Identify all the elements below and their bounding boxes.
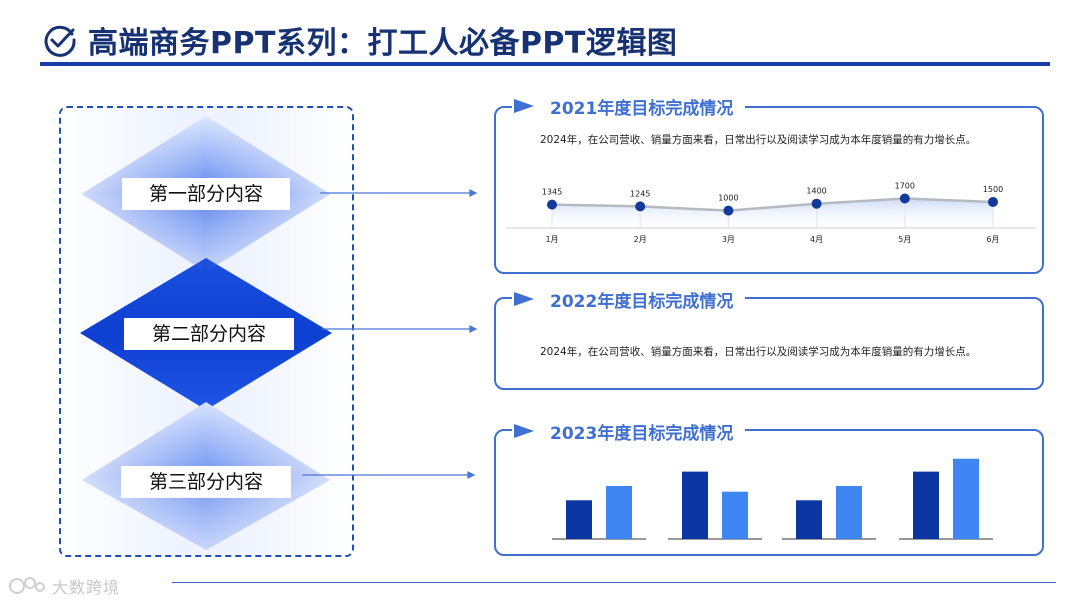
data-label: 1700 xyxy=(895,181,915,190)
card-2021-title: 2021年度目标完成情况 xyxy=(550,98,734,119)
x-tick-label: 1月 xyxy=(545,235,558,244)
watermark-text: 大数跨境 xyxy=(52,578,121,597)
card-2021-header: 2021年度目标完成情况 xyxy=(512,95,746,119)
data-point xyxy=(635,201,646,212)
title-underline xyxy=(40,62,1050,66)
data-label: 1245 xyxy=(630,189,650,198)
play-arrow-icon xyxy=(514,99,534,113)
bar xyxy=(722,491,748,539)
bar xyxy=(606,485,632,539)
bar xyxy=(796,500,822,539)
watermark: 大数跨境 xyxy=(8,574,120,598)
bar-chart-2023 xyxy=(552,458,993,540)
x-tick-label: 5月 xyxy=(898,235,911,244)
x-tick-label: 4月 xyxy=(810,235,823,244)
data-point xyxy=(988,196,998,207)
play-arrow-icon xyxy=(514,292,534,306)
line-chart-2021: 1345 1月 1245 2月 1000 3月 1400 4月 1700 5月 1500 6月 xyxy=(506,181,1036,244)
card-2021-desc: 2024年，在公司营收、销量方面来看，日常出行以及阅读学习成为本年度销量的有力增… xyxy=(540,134,977,146)
data-label: 1000 xyxy=(718,194,738,203)
bar xyxy=(566,500,592,539)
series-line xyxy=(551,197,994,212)
section-label-3: 第三部分内容 xyxy=(121,466,291,498)
data-point xyxy=(723,205,734,216)
card-2021 xyxy=(494,106,1044,274)
data-label: 1500 xyxy=(983,185,1003,194)
footer-rule xyxy=(172,582,1056,583)
check-circle-icon xyxy=(44,25,76,57)
data-label: 1400 xyxy=(806,187,826,196)
card-2022 xyxy=(494,297,1044,390)
line-area xyxy=(552,198,993,228)
x-tick-label: 3月 xyxy=(722,235,735,244)
data-point xyxy=(811,198,822,209)
watermark-logo-icon xyxy=(9,577,45,594)
data-point xyxy=(899,193,910,204)
x-tick-label: 6月 xyxy=(986,235,999,244)
card-2022-desc: 2024年，在公司营收、销量方面来看，日常出行以及阅读学习成为本年度销量的有力增… xyxy=(540,346,977,358)
bar xyxy=(953,458,979,539)
bar xyxy=(913,471,939,539)
title-bar: 高端商务PPT系列：打工人必备PPT逻辑图 xyxy=(42,16,677,64)
x-tick-label: 2月 xyxy=(634,235,647,244)
section-label-1: 第一部分内容 xyxy=(122,178,290,210)
page-title: 高端商务PPT系列：打工人必备PPT逻辑图 xyxy=(88,26,678,61)
card-2022-title: 2022年度目标完成情况 xyxy=(550,291,734,312)
bar xyxy=(836,485,862,539)
data-point xyxy=(547,199,557,210)
play-arrow-icon xyxy=(514,424,534,438)
data-label: 1345 xyxy=(542,188,562,197)
bar xyxy=(682,471,708,539)
card-2022-header: 2022年度目标完成情况 xyxy=(512,288,746,312)
card-2023-header: 2023年度目标完成情况 xyxy=(512,420,746,444)
section-label-2: 第二部分内容 xyxy=(124,318,294,350)
card-2023-title: 2023年度目标完成情况 xyxy=(550,423,734,444)
